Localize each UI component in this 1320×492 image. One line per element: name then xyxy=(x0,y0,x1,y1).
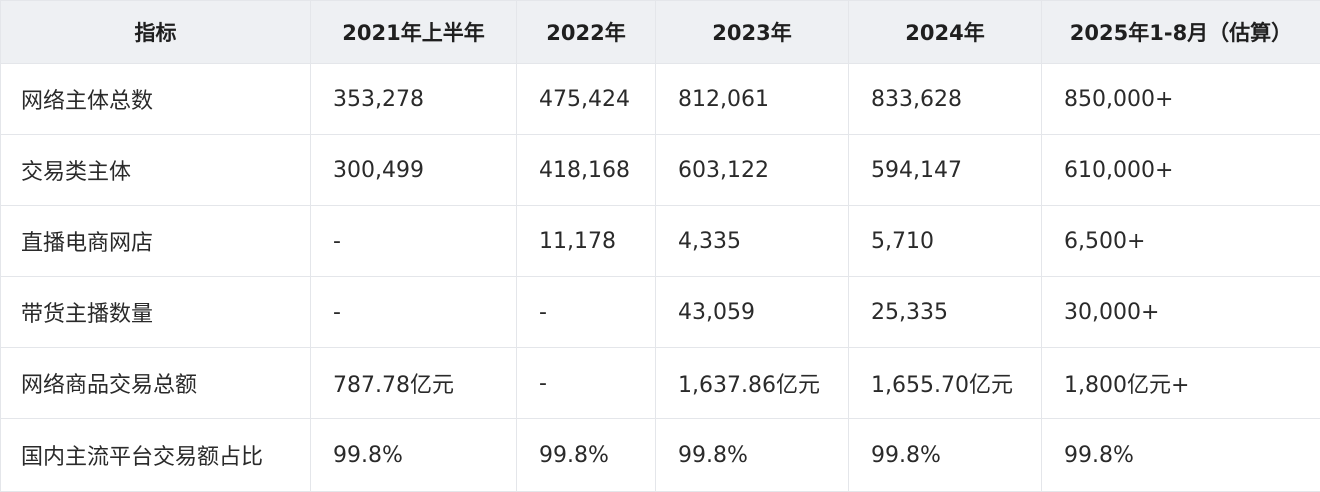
table-row: 直播电商网店 - 11,178 4,335 5,710 6,500+ xyxy=(1,206,1320,277)
table-cell: 833,628 xyxy=(849,64,1042,135)
header-row: 指标 2021年上半年 2022年 2023年 2024年 2025年1-8月（… xyxy=(1,1,1320,64)
table-header: 指标 2021年上半年 2022年 2023年 2024年 2025年1-8月（… xyxy=(1,1,1320,64)
table-cell: 99.8% xyxy=(311,419,517,492)
table-cell: 99.8% xyxy=(849,419,1042,492)
table-cell: - xyxy=(311,277,517,348)
header-cell-2025-estimate: 2025年1-8月（估算） xyxy=(1042,1,1320,64)
row-label: 网络主体总数 xyxy=(1,64,311,135)
table-cell: 603,122 xyxy=(656,135,849,206)
header-cell-2022: 2022年 xyxy=(517,1,656,64)
table-cell: 610,000+ xyxy=(1042,135,1320,206)
table-cell: 812,061 xyxy=(656,64,849,135)
table-cell: 5,710 xyxy=(849,206,1042,277)
table-cell: 418,168 xyxy=(517,135,656,206)
table-cell: 99.8% xyxy=(656,419,849,492)
table-cell: 99.8% xyxy=(517,419,656,492)
table-row: 交易类主体 300,499 418,168 603,122 594,147 61… xyxy=(1,135,1320,206)
row-label: 交易类主体 xyxy=(1,135,311,206)
row-label: 直播电商网店 xyxy=(1,206,311,277)
table-row: 网络商品交易总额 787.78亿元 - 1,637.86亿元 1,655.70亿… xyxy=(1,348,1320,419)
table-cell: 594,147 xyxy=(849,135,1042,206)
table-cell: - xyxy=(517,277,656,348)
table-cell: - xyxy=(311,206,517,277)
table-cell: 850,000+ xyxy=(1042,64,1320,135)
table-cell: 43,059 xyxy=(656,277,849,348)
header-cell-2021h1: 2021年上半年 xyxy=(311,1,517,64)
table-cell: 25,335 xyxy=(849,277,1042,348)
table-cell: 1,800亿元+ xyxy=(1042,348,1320,419)
table-cell: 475,424 xyxy=(517,64,656,135)
table-cell: 1,655.70亿元 xyxy=(849,348,1042,419)
table-cell: 300,499 xyxy=(311,135,517,206)
table-cell: - xyxy=(517,348,656,419)
table-row: 网络主体总数 353,278 475,424 812,061 833,628 8… xyxy=(1,64,1320,135)
table-row: 国内主流平台交易额占比 99.8% 99.8% 99.8% 99.8% 99.8… xyxy=(1,419,1320,492)
row-label: 网络商品交易总额 xyxy=(1,348,311,419)
table-cell: 1,637.86亿元 xyxy=(656,348,849,419)
header-cell-2023: 2023年 xyxy=(656,1,849,64)
header-cell-2024: 2024年 xyxy=(849,1,1042,64)
row-label: 国内主流平台交易额占比 xyxy=(1,419,311,492)
table-cell: 787.78亿元 xyxy=(311,348,517,419)
table-body: 网络主体总数 353,278 475,424 812,061 833,628 8… xyxy=(1,64,1320,492)
table-row: 带货主播数量 - - 43,059 25,335 30,000+ xyxy=(1,277,1320,348)
header-cell-indicator: 指标 xyxy=(1,1,311,64)
row-label: 带货主播数量 xyxy=(1,277,311,348)
table-cell: 99.8% xyxy=(1042,419,1320,492)
table-cell: 11,178 xyxy=(517,206,656,277)
table-cell: 4,335 xyxy=(656,206,849,277)
table-cell: 353,278 xyxy=(311,64,517,135)
table-cell: 6,500+ xyxy=(1042,206,1320,277)
table-cell: 30,000+ xyxy=(1042,277,1320,348)
